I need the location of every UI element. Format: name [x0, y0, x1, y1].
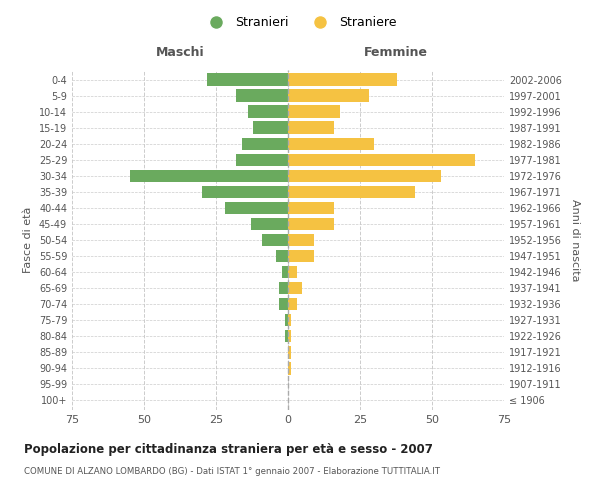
Bar: [288, 138, 374, 150]
Bar: [248, 106, 288, 118]
Bar: [288, 106, 340, 118]
Bar: [130, 170, 288, 182]
Bar: [280, 298, 288, 310]
Bar: [288, 298, 296, 310]
Bar: [277, 250, 288, 262]
Bar: [285, 314, 288, 326]
Bar: [288, 314, 291, 326]
Bar: [288, 346, 291, 358]
Bar: [202, 186, 288, 198]
Bar: [224, 202, 288, 214]
Legend: Stranieri, Straniere: Stranieri, Straniere: [199, 11, 401, 34]
Bar: [288, 90, 368, 102]
Bar: [288, 122, 334, 134]
Bar: [288, 330, 291, 342]
Bar: [242, 138, 288, 150]
Text: Popolazione per cittadinanza straniera per età e sesso - 2007: Popolazione per cittadinanza straniera p…: [24, 442, 433, 456]
Y-axis label: Fasce di età: Fasce di età: [23, 207, 33, 273]
Bar: [282, 266, 288, 278]
Bar: [285, 330, 288, 342]
Bar: [288, 202, 334, 214]
Bar: [288, 362, 291, 374]
Bar: [288, 154, 475, 166]
Bar: [288, 170, 440, 182]
Text: COMUNE DI ALZANO LOMBARDO (BG) - Dati ISTAT 1° gennaio 2007 - Elaborazione TUTTI: COMUNE DI ALZANO LOMBARDO (BG) - Dati IS…: [24, 468, 440, 476]
Bar: [236, 154, 288, 166]
Y-axis label: Anni di nascita: Anni di nascita: [570, 198, 580, 281]
Text: Maschi: Maschi: [155, 46, 205, 59]
Bar: [236, 90, 288, 102]
Bar: [251, 218, 288, 230]
Bar: [288, 218, 334, 230]
Bar: [288, 266, 296, 278]
Bar: [253, 122, 288, 134]
Bar: [288, 250, 314, 262]
Bar: [288, 74, 397, 86]
Bar: [288, 186, 415, 198]
Bar: [280, 282, 288, 294]
Bar: [208, 74, 288, 86]
Text: Femmine: Femmine: [364, 46, 428, 59]
Bar: [262, 234, 288, 246]
Bar: [288, 282, 302, 294]
Bar: [288, 234, 314, 246]
